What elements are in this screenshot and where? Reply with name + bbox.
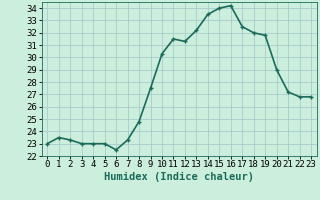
X-axis label: Humidex (Indice chaleur): Humidex (Indice chaleur) [104, 172, 254, 182]
